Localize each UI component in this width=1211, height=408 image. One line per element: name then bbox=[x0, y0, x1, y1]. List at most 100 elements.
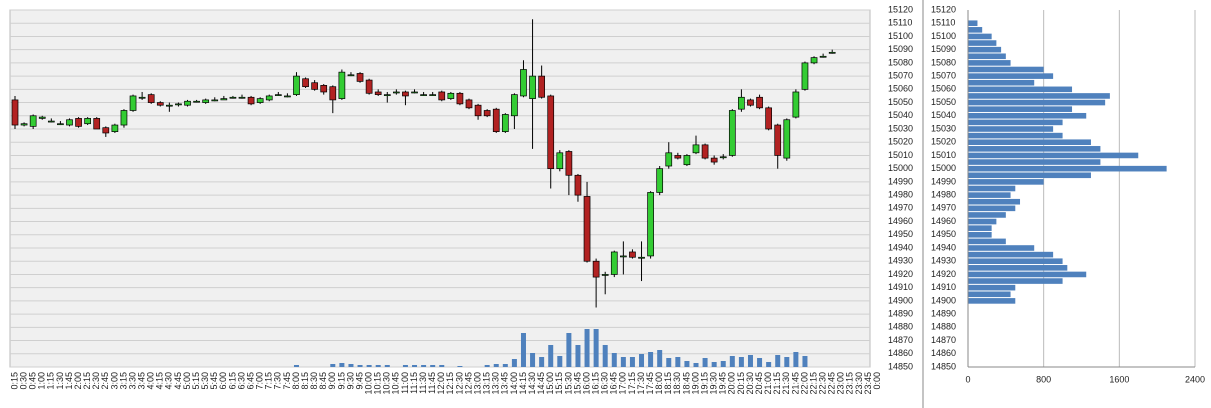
x-tick-label: 13:30 bbox=[491, 372, 501, 395]
volume-bar bbox=[702, 358, 708, 367]
profile-bar bbox=[968, 46, 1002, 53]
volume-bar bbox=[575, 345, 581, 367]
x-tick-label: 5:15 bbox=[191, 372, 201, 390]
candle-body bbox=[801, 62, 809, 90]
candle-body bbox=[284, 95, 291, 98]
profile-bar bbox=[968, 179, 1044, 185]
y-tick-label: 15010 bbox=[888, 150, 913, 160]
candle-body bbox=[211, 99, 219, 102]
profile-bar bbox=[968, 278, 1063, 284]
x-tick-label: 23:15 bbox=[845, 372, 855, 395]
x-tick-label: 8:30 bbox=[309, 372, 319, 390]
x-tick-label: 12:45 bbox=[463, 372, 473, 395]
x-tick-label: 19:15 bbox=[699, 372, 709, 395]
y-tick-label: 15000 bbox=[931, 163, 956, 173]
candle-body bbox=[774, 124, 782, 156]
candle-body bbox=[138, 96, 146, 99]
profile-bar bbox=[968, 291, 1011, 298]
profile-bar bbox=[968, 79, 1035, 86]
x-tick-label: 4:30 bbox=[164, 372, 174, 390]
candle-body bbox=[338, 71, 346, 99]
profile-bar bbox=[968, 27, 983, 33]
profile-bar bbox=[968, 132, 1063, 139]
profile-bar bbox=[968, 33, 992, 40]
candle-body bbox=[166, 104, 173, 107]
volume-bar bbox=[421, 365, 427, 367]
y-tick-label: 15080 bbox=[931, 57, 956, 67]
x-tick-label: 21:00 bbox=[763, 372, 773, 395]
candle-body bbox=[247, 96, 255, 105]
profile-bar bbox=[968, 198, 1021, 205]
x-tick-label: 18:30 bbox=[672, 372, 682, 395]
volume-bar bbox=[375, 365, 381, 367]
candle-body bbox=[193, 100, 200, 103]
profile-bar bbox=[968, 146, 1101, 152]
x-tick-label: 5:30 bbox=[200, 372, 210, 390]
candle-body bbox=[592, 260, 600, 278]
volume-bar bbox=[639, 354, 645, 367]
candle-body bbox=[383, 94, 391, 96]
y-tick-label: 14980 bbox=[888, 189, 913, 199]
candle-body bbox=[93, 118, 101, 130]
volume-bar bbox=[412, 365, 418, 367]
y-tick-label: 15060 bbox=[888, 84, 913, 94]
candle-body bbox=[202, 99, 210, 103]
y-tick-label: 14990 bbox=[931, 176, 956, 186]
candle-body bbox=[356, 73, 364, 82]
candle-body bbox=[665, 152, 673, 167]
candle-body bbox=[420, 94, 427, 96]
candle-body bbox=[728, 110, 736, 156]
candle-body bbox=[810, 57, 818, 64]
candle-body bbox=[293, 75, 300, 95]
x-tick-label: 13:45 bbox=[500, 372, 510, 395]
x-tick-label: 12:00 bbox=[436, 372, 446, 395]
y-tick-label: 15010 bbox=[931, 150, 956, 160]
x-tick-label: 17:45 bbox=[645, 372, 655, 395]
volume-bar bbox=[502, 364, 508, 367]
y-tick-label: 14990 bbox=[888, 176, 913, 186]
candle-body bbox=[120, 110, 128, 126]
x-tick-label: 3:00 bbox=[109, 372, 119, 390]
y-tick-label: 14900 bbox=[888, 295, 913, 305]
x-tick-label: 6:45 bbox=[245, 372, 255, 390]
x-tick-label: 22:00 bbox=[799, 372, 809, 395]
y-tick-label: 14910 bbox=[931, 282, 956, 292]
x-tick-label: 14:30 bbox=[527, 372, 537, 395]
volume-bar bbox=[629, 357, 635, 367]
volume-bar bbox=[548, 345, 554, 367]
candle-body bbox=[75, 118, 82, 127]
volume-bar bbox=[729, 356, 735, 367]
x-tick-label: 7:00 bbox=[255, 372, 265, 390]
volume-bar bbox=[784, 357, 790, 367]
x-tick-label: 18:45 bbox=[681, 372, 691, 395]
profile-bar bbox=[968, 20, 978, 27]
y-tick-label: 14940 bbox=[931, 242, 956, 252]
candle-body bbox=[638, 256, 645, 259]
candle-body bbox=[302, 78, 309, 88]
x-tick-label: 9:00 bbox=[327, 372, 337, 390]
profile-bar bbox=[968, 159, 1101, 165]
volume-bar bbox=[602, 345, 608, 367]
candle-body bbox=[329, 86, 337, 101]
y-tick-label: 15030 bbox=[931, 123, 956, 133]
profile-bar bbox=[968, 53, 1006, 60]
volume-bar bbox=[738, 357, 744, 367]
x-tick-label: 16:30 bbox=[600, 372, 610, 395]
candle-body bbox=[402, 91, 409, 97]
volume-bar bbox=[648, 352, 654, 367]
candle-body bbox=[538, 75, 545, 98]
candle-body bbox=[320, 85, 328, 93]
y-tick-label: 14950 bbox=[888, 229, 913, 239]
candle-body bbox=[220, 98, 228, 101]
x-tick-label: 8:45 bbox=[318, 372, 328, 390]
y-tick-label: 15090 bbox=[888, 44, 913, 54]
x-tick-label: 0:15 bbox=[9, 372, 19, 390]
y-tick-label: 14870 bbox=[931, 335, 956, 345]
y-tick-label: 14970 bbox=[931, 203, 956, 213]
y-tick-label: 15040 bbox=[888, 110, 913, 120]
candle-body bbox=[411, 91, 418, 94]
x-tick-label: 2:30 bbox=[91, 372, 101, 390]
x-tick-label: 1:15 bbox=[46, 372, 56, 390]
x-tick-label: 8:00 bbox=[291, 372, 301, 390]
x-tick-label: 22:30 bbox=[817, 372, 827, 395]
